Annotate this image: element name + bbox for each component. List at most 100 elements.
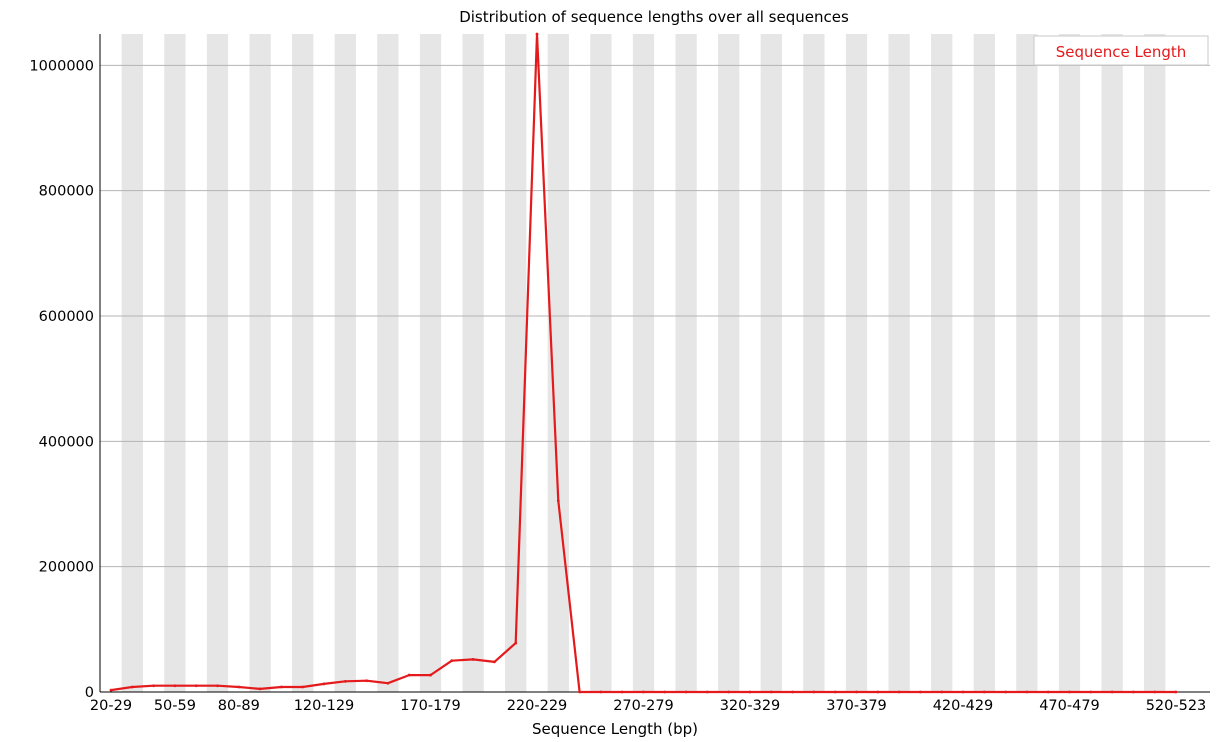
series-lines bbox=[109, 32, 1178, 694]
data-point bbox=[407, 673, 411, 677]
data-point bbox=[1046, 690, 1050, 694]
data-point bbox=[706, 690, 709, 694]
x-axis-ticks: 20-29 50-59 80-89 120-129 170-179 220-229 270-… bbox=[90, 698, 1206, 714]
x-tick-label: 170-179 bbox=[400, 698, 461, 714]
x-tick-label: 120-129 bbox=[294, 698, 355, 714]
data-point bbox=[833, 690, 837, 694]
x-axis-title: Sequence Length (bp) bbox=[532, 720, 698, 738]
data-point bbox=[514, 641, 518, 645]
data-point bbox=[365, 679, 368, 683]
data-point bbox=[280, 685, 283, 689]
data-point bbox=[919, 690, 922, 694]
background-band bbox=[888, 34, 910, 692]
background-band bbox=[334, 34, 356, 692]
gridlines bbox=[100, 64, 1210, 568]
y-tick-label: 0 bbox=[85, 685, 94, 701]
data-point bbox=[1025, 690, 1029, 694]
background-band bbox=[1144, 34, 1166, 692]
data-point bbox=[876, 690, 880, 694]
x-tick-label: 80-89 bbox=[218, 698, 260, 714]
x-tick-label: 420-429 bbox=[933, 698, 994, 714]
data-point bbox=[663, 690, 667, 694]
background-band bbox=[675, 34, 697, 692]
background-band bbox=[718, 34, 740, 692]
data-point bbox=[471, 658, 475, 661]
data-point bbox=[1153, 690, 1157, 694]
background-band bbox=[760, 34, 782, 692]
background-band bbox=[590, 34, 612, 692]
background-band bbox=[462, 34, 484, 692]
background-band bbox=[121, 34, 143, 692]
data-point bbox=[237, 685, 241, 689]
data-point bbox=[535, 32, 539, 36]
x-tick-label: 520-523 bbox=[1146, 698, 1207, 714]
y-tick-label: 800000 bbox=[39, 184, 94, 200]
data-point bbox=[1174, 690, 1178, 694]
data-point bbox=[216, 684, 219, 688]
data-point bbox=[1110, 690, 1114, 694]
background-band bbox=[931, 34, 953, 692]
background-band bbox=[1058, 34, 1081, 692]
data-point bbox=[940, 690, 944, 694]
x-tick-label: 470-479 bbox=[1039, 698, 1100, 714]
data-point bbox=[748, 690, 752, 694]
background-band bbox=[249, 34, 271, 692]
y-tick-label: 600000 bbox=[39, 309, 94, 325]
data-point bbox=[982, 690, 986, 694]
data-point bbox=[684, 690, 688, 694]
x-tick-label: 220-229 bbox=[507, 698, 568, 714]
x-tick-label: 320-329 bbox=[720, 698, 781, 714]
legend: Sequence Length bbox=[1033, 35, 1209, 66]
background-band bbox=[419, 34, 442, 692]
x-tick-label: 370-379 bbox=[826, 698, 887, 714]
legend-box bbox=[1033, 35, 1209, 66]
data-point bbox=[556, 499, 560, 503]
data-point bbox=[642, 690, 645, 694]
data-point bbox=[109, 688, 113, 692]
y-tick-label: 400000 bbox=[39, 434, 94, 450]
data-point bbox=[897, 690, 901, 694]
data-point bbox=[1068, 690, 1071, 694]
x-tick-label: 50-59 bbox=[154, 698, 196, 714]
background-band bbox=[845, 34, 868, 692]
data-point bbox=[322, 682, 326, 686]
data-point bbox=[791, 690, 794, 694]
background-band bbox=[377, 34, 399, 692]
background-bands bbox=[121, 34, 1166, 692]
data-point bbox=[769, 690, 773, 694]
data-point bbox=[727, 690, 731, 694]
chart-title: Distribution of sequence lengths over al… bbox=[459, 8, 849, 26]
data-point bbox=[194, 684, 198, 688]
data-point bbox=[429, 673, 432, 677]
data-point bbox=[493, 660, 496, 664]
data-point bbox=[386, 681, 390, 685]
data-point bbox=[450, 659, 454, 663]
y-axis-ticks: 0 200000 400000 600000 800000 1000000 bbox=[29, 58, 94, 701]
background-band bbox=[1101, 34, 1123, 692]
background-band bbox=[632, 34, 655, 692]
data-point bbox=[599, 690, 603, 694]
data-point bbox=[620, 690, 624, 694]
background-band bbox=[206, 34, 229, 692]
data-point bbox=[961, 690, 965, 694]
background-band bbox=[803, 34, 825, 692]
background-band bbox=[547, 34, 569, 692]
data-point bbox=[1004, 690, 1007, 694]
background-band bbox=[1016, 34, 1038, 692]
legend-label: Sequence Length bbox=[1056, 43, 1187, 61]
background-band bbox=[973, 34, 995, 692]
x-tick-label: 20-29 bbox=[90, 698, 132, 714]
data-point bbox=[301, 685, 305, 689]
data-point bbox=[343, 679, 347, 683]
y-tick-label: 200000 bbox=[39, 560, 94, 576]
background-band bbox=[164, 34, 186, 692]
data-point bbox=[1089, 690, 1093, 694]
data-point bbox=[173, 684, 177, 688]
y-tick-label: 1000000 bbox=[29, 58, 94, 74]
data-point bbox=[258, 687, 262, 691]
background-band bbox=[292, 34, 314, 692]
data-point bbox=[812, 690, 816, 694]
data-point bbox=[130, 685, 134, 689]
x-tick-label: 270-279 bbox=[613, 698, 674, 714]
